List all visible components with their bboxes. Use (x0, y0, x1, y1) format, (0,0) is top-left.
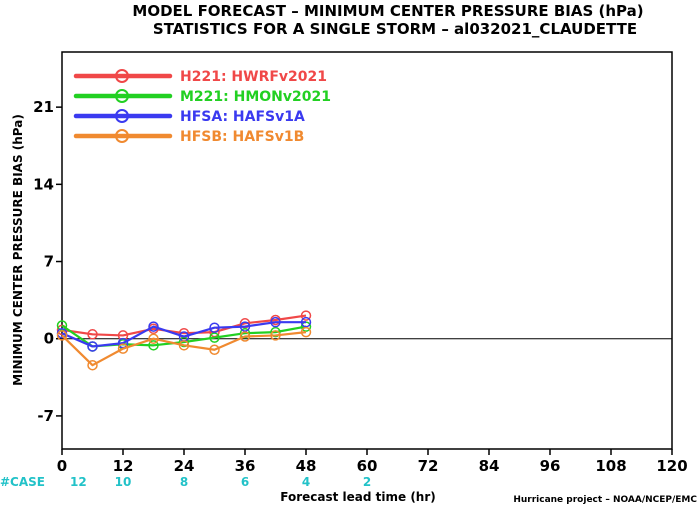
series-line-1 (61, 314, 307, 337)
chart-title: MODEL FORECAST – MINIMUM CENTER PRESSURE… (132, 2, 643, 20)
y-axis: -7 0 7 14 21 (33, 98, 62, 425)
x-tick-label: 120 (656, 457, 687, 475)
x-tick-label: 36 (235, 457, 256, 475)
data-point (87, 359, 98, 371)
data-point (209, 344, 220, 355)
credit-text: Hurricane project – NOAA/NCEP/EMC (513, 495, 697, 505)
data-point (87, 341, 98, 352)
data-point (270, 316, 281, 328)
y-tick-label: 7 (44, 253, 54, 271)
legend-entry: HFSB: HAFSv1B (180, 129, 304, 145)
data-point (239, 318, 251, 329)
y-tick-label: -7 (37, 407, 54, 425)
chart-subtitle: STATISTICS FOR A SINGLE STORM – al032021… (153, 20, 637, 38)
case-count: 6 (241, 475, 249, 489)
legend-marker (115, 109, 129, 123)
x-tick-label: 96 (540, 457, 561, 475)
legend-entry: HFSA: HAFSv1A (180, 109, 305, 125)
data-point (87, 329, 98, 340)
case-count: 12 (70, 475, 87, 489)
data-point (56, 330, 68, 341)
data-point (148, 321, 159, 332)
data-point (209, 322, 220, 333)
series-line-3 (61, 321, 306, 348)
x-tick-label: 12 (113, 457, 134, 475)
data-point (239, 331, 251, 342)
data-point (178, 340, 190, 351)
data-point (56, 320, 68, 331)
data-point (117, 343, 129, 354)
x-tick-label: 0 (57, 457, 67, 475)
y-tick-label: 21 (33, 98, 54, 116)
case-count: 2 (363, 475, 371, 489)
data-point (148, 333, 159, 344)
case-count: 10 (115, 475, 132, 489)
x-tick-label: 48 (296, 457, 317, 475)
legend-entry: M221: HMONv2021 (180, 89, 331, 105)
x-tick-label: 24 (174, 457, 195, 475)
series-layer (56, 310, 312, 371)
legend-marker (115, 89, 129, 103)
data-point (209, 332, 220, 343)
data-point (300, 316, 312, 328)
y-tick-label: 14 (33, 175, 54, 193)
x-tick-label: 84 (479, 457, 500, 475)
case-count-row: #CASE 12 10 8 6 4 2 (0, 475, 371, 489)
legend: H221: HWRFv2021 M221: HMONv2021 HFSA: HAFS… (73, 69, 331, 145)
legend-entry: H221: HWRFv2021 (180, 69, 327, 85)
x-tick-label: 108 (595, 457, 626, 475)
series-line-4 (61, 331, 307, 367)
x-tick-label: 60 (357, 457, 378, 475)
case-count: 4 (302, 475, 310, 489)
data-point (300, 310, 312, 321)
case-label: #CASE (0, 475, 45, 489)
legend-marker (115, 69, 129, 83)
y-tick-label: 0 (44, 330, 54, 348)
x-tick-label: 72 (418, 457, 439, 475)
plot-frame (61, 51, 673, 450)
legend-marker (115, 129, 129, 143)
data-point (270, 330, 281, 341)
case-count: 8 (180, 475, 188, 489)
data-point (270, 326, 281, 338)
y-axis-label: MINIMUM CENTER PRESSURE BIAS (hPa) (11, 114, 25, 386)
x-axis: 0 12 24 36 48 60 72 84 96 108 120 (57, 449, 688, 475)
data-point (239, 321, 251, 332)
data-point (300, 326, 312, 338)
data-point (148, 340, 159, 351)
x-axis-label: Forecast lead time (hr) (280, 490, 436, 504)
